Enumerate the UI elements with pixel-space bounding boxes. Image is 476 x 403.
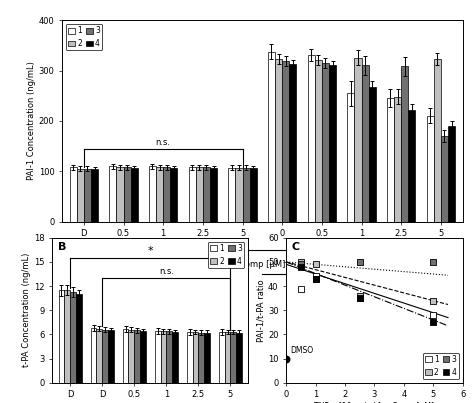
Point [428, 312, 436, 318]
Point [311, 276, 319, 282]
Point [297, 285, 304, 292]
Point [428, 319, 436, 326]
Bar [289, 64, 296, 222]
Bar [268, 52, 275, 222]
Bar [59, 290, 64, 383]
Bar [188, 167, 195, 222]
Bar [228, 168, 235, 222]
Bar [224, 332, 230, 383]
Bar [235, 168, 242, 222]
Text: TNF-α [10 ng/mL]: TNF-α [10 ng/mL] [324, 284, 397, 293]
Bar [77, 169, 84, 222]
Bar [156, 167, 163, 222]
Bar [198, 333, 204, 383]
Bar [102, 330, 108, 383]
Point [355, 295, 363, 301]
Legend: 1, 2, 3, 4: 1, 2, 3, 4 [208, 241, 244, 268]
Point [428, 259, 436, 265]
Point [428, 297, 436, 304]
Bar [108, 330, 113, 383]
Bar [447, 126, 454, 222]
Bar [236, 333, 241, 383]
Legend: 1, 2, 3, 4: 1, 2, 3, 4 [66, 24, 102, 50]
Bar [400, 66, 407, 222]
Bar [163, 167, 170, 222]
Legend: 1, 2, 3, 4: 1, 2, 3, 4 [422, 353, 458, 379]
Bar [195, 167, 202, 222]
Bar [172, 332, 178, 383]
Bar [307, 56, 314, 222]
Bar [154, 331, 160, 383]
Bar [91, 169, 98, 222]
Point [297, 259, 304, 265]
Bar [90, 328, 96, 383]
Bar [116, 167, 123, 222]
Bar [361, 66, 368, 222]
Point [355, 259, 363, 265]
Y-axis label: PAI-1 Concentration (ng/mL): PAI-1 Concentration (ng/mL) [27, 62, 36, 180]
Bar [282, 62, 289, 222]
Bar [76, 294, 81, 383]
Point [311, 276, 319, 282]
Bar [347, 93, 354, 222]
Bar [386, 98, 393, 222]
Bar [160, 331, 166, 383]
Bar [393, 97, 400, 222]
Bar [354, 58, 361, 222]
Bar [204, 333, 209, 383]
Text: n.s.: n.s. [159, 268, 173, 276]
Bar [170, 168, 177, 222]
X-axis label: TNF-α [10 ng/mL] + Comp [μM]: TNF-α [10 ng/mL] + Comp [μM] [314, 402, 434, 403]
Point [355, 295, 363, 301]
Bar [440, 136, 447, 222]
Bar [192, 332, 198, 383]
Bar [134, 330, 139, 383]
Bar [328, 66, 336, 222]
Bar [130, 168, 138, 222]
Bar [275, 59, 282, 222]
Point [297, 261, 304, 268]
Bar [187, 332, 192, 383]
Bar [84, 169, 91, 222]
Bar [433, 59, 440, 222]
Text: B: B [58, 242, 67, 252]
Point [311, 261, 319, 268]
Bar [149, 166, 156, 222]
Bar [242, 168, 249, 222]
Text: Comp [μM]: Comp [μM] [238, 260, 285, 269]
Bar [96, 329, 102, 383]
Text: n.s.: n.s. [155, 137, 170, 147]
Point [311, 273, 319, 280]
Point [282, 355, 289, 362]
Text: DMSO: DMSO [290, 346, 313, 355]
Point [297, 264, 304, 270]
Y-axis label: t-PA Concentration (ng/mL): t-PA Concentration (ng/mL) [22, 253, 31, 368]
Bar [209, 168, 217, 222]
Bar [122, 329, 128, 383]
Bar [128, 330, 134, 383]
Y-axis label: PAI-1/t-PA ratio: PAI-1/t-PA ratio [256, 279, 265, 342]
Bar [368, 87, 375, 222]
Bar [218, 332, 224, 383]
Bar [70, 292, 76, 383]
Bar [69, 167, 77, 222]
Bar [314, 60, 321, 222]
Text: *: * [147, 246, 153, 256]
Text: C: C [291, 242, 299, 252]
Point [355, 293, 363, 299]
Bar [123, 167, 130, 222]
Bar [407, 110, 415, 222]
Text: A: A [74, 26, 82, 36]
Bar [230, 332, 236, 383]
Bar [109, 166, 116, 222]
Bar [139, 331, 146, 383]
Bar [426, 116, 433, 222]
Bar [166, 331, 172, 383]
Bar [64, 290, 70, 383]
Bar [202, 167, 209, 222]
Bar [249, 168, 256, 222]
Bar [321, 63, 328, 222]
